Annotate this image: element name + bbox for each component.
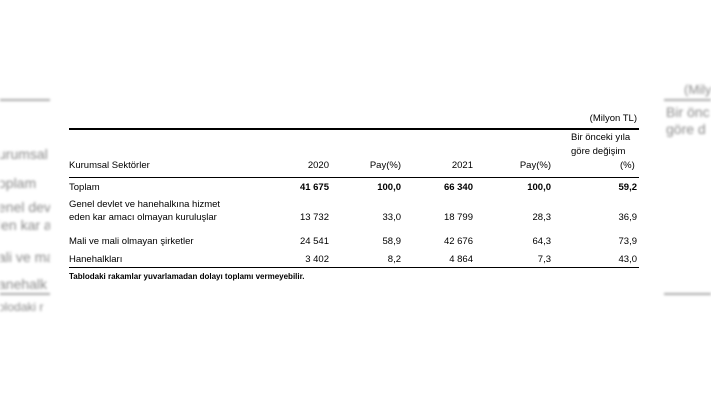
row-corporations-pay-2021: 64,3	[532, 236, 552, 247]
row-households-pay-2021: 7,3	[537, 254, 551, 265]
row-households-pay-2020: 8,2	[387, 254, 401, 265]
ghost-text: len kar a	[0, 217, 50, 233]
row-government-2020: 13 732	[299, 212, 329, 223]
row-total-2020: 41 675	[299, 182, 329, 193]
ghost-rule	[664, 99, 711, 101]
ghost-rule	[0, 99, 50, 101]
header-pay-2021: Pay(%)	[519, 160, 551, 171]
ghost-text: enel dev	[0, 199, 50, 215]
row-total-change: 59,2	[618, 182, 638, 193]
table-top-rule	[69, 128, 639, 130]
table-header-rule	[69, 177, 639, 178]
left-blurred-duplicate: urumsal oplam enel dev len kar a ali ve …	[0, 0, 50, 400]
header-change-line1: Bir önceki yıla	[571, 132, 631, 143]
header-2020: 2020	[307, 160, 329, 171]
row-government-pay-2021: 28,3	[532, 212, 552, 223]
row-corporations-change: 73,9	[618, 236, 638, 247]
table-bottom-rule	[69, 267, 639, 268]
ghost-text: oplam	[0, 175, 37, 191]
row-households-label: Hanehalkları	[69, 254, 123, 265]
header-pay-2020: Pay(%)	[369, 160, 401, 171]
row-corporations-pay-2020: 58,9	[382, 236, 402, 247]
header-change-line2: göre değişim	[571, 146, 626, 157]
row-total-label: Toplam	[69, 182, 100, 193]
row-households-change: 43,0	[618, 254, 638, 265]
table-footnote: Tablodaki rakamlar yuvarlamadan dolayı t…	[69, 272, 305, 281]
ghost-text: anehalk	[0, 276, 48, 292]
row-corporations-2021: 42 676	[443, 236, 473, 247]
right-blurred-duplicate: (Milyon Bir önc göre d	[664, 0, 711, 400]
row-government-label-line1: Genel devlet ve hanehalkına hizmet	[69, 199, 221, 210]
row-government-change: 36,9	[618, 212, 638, 223]
row-total-pay-2020: 100,0	[377, 182, 401, 193]
ghost-text: göre d	[666, 121, 706, 137]
row-total-pay-2021: 100,0	[527, 182, 551, 193]
ghost-rule	[664, 293, 711, 295]
ghost-text: ali ve ma	[0, 249, 50, 265]
header-sector: Kurumsal Sektörler	[69, 160, 150, 171]
header-2021: 2021	[451, 160, 473, 171]
unit-label: (Milyon TL)	[589, 113, 637, 124]
row-total-2021: 66 340	[443, 182, 473, 193]
row-households-2020: 3 402	[305, 254, 329, 265]
ghost-text: urumsal	[0, 146, 48, 162]
row-households-2021: 4 864	[449, 254, 473, 265]
ghost-rule	[0, 293, 50, 295]
row-government-pay-2020: 33,0	[382, 212, 402, 223]
row-corporations-2020: 24 541	[299, 236, 329, 247]
ghost-text: Bir önc	[666, 104, 710, 120]
row-government-label-line2: eden kar amacı olmayan kuruluşlar	[69, 212, 217, 223]
row-corporations-label: Mali ve mali olmayan şirketler	[69, 236, 194, 247]
row-government-2021: 18 799	[443, 212, 473, 223]
ghost-text: olodaki r	[0, 300, 44, 314]
header-change-line3: (%)	[620, 160, 635, 171]
ghost-text: (Milyon	[684, 82, 711, 97]
